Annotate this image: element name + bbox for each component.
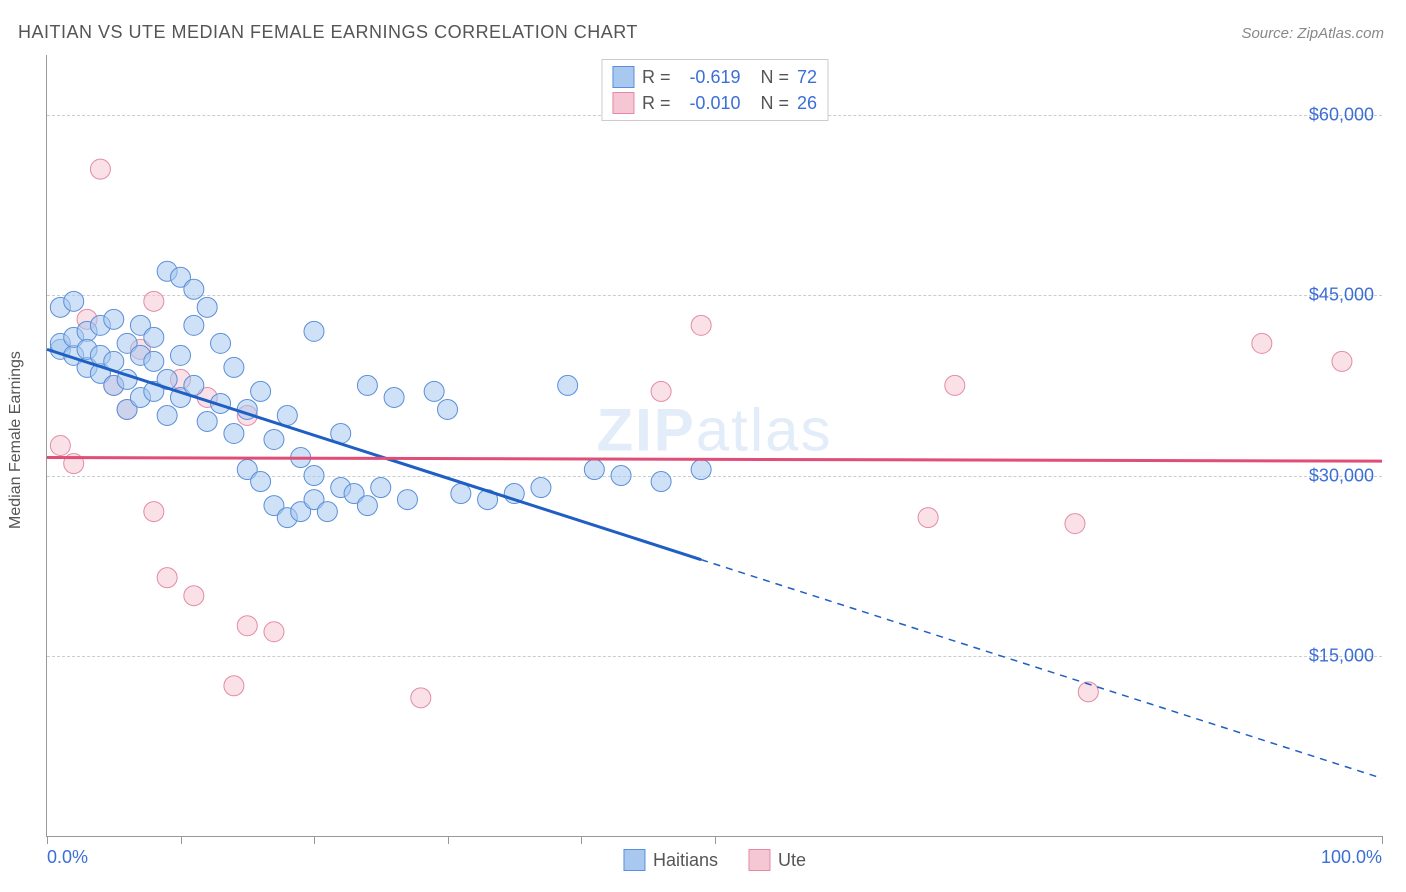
data-point: [651, 472, 671, 492]
data-point: [304, 466, 324, 486]
x-axis-max-label: 100.0%: [1321, 847, 1382, 868]
legend-n-label: N =: [760, 90, 789, 116]
chart-svg: [47, 55, 1382, 836]
legend-swatch: [623, 849, 645, 871]
legend-r-value: -0.619: [678, 64, 740, 90]
data-point: [371, 478, 391, 498]
data-point: [438, 399, 458, 419]
data-point: [1332, 351, 1352, 371]
legend-n-value: 72: [797, 64, 817, 90]
data-point: [144, 502, 164, 522]
data-point: [64, 291, 84, 311]
data-point: [90, 159, 110, 179]
data-point: [157, 405, 177, 425]
data-point: [651, 381, 671, 401]
data-point: [357, 496, 377, 516]
data-point: [918, 508, 938, 528]
data-point: [224, 423, 244, 443]
data-point: [224, 357, 244, 377]
data-point: [50, 436, 70, 456]
legend-swatch: [612, 92, 634, 114]
data-point: [184, 586, 204, 606]
x-tick: [448, 836, 449, 844]
legend-bottom-item: Haitians: [623, 849, 718, 871]
data-point: [691, 460, 711, 480]
legend-n-label: N =: [760, 64, 789, 90]
data-point: [611, 466, 631, 486]
data-point: [184, 315, 204, 335]
data-point: [197, 411, 217, 431]
x-tick: [181, 836, 182, 844]
data-point: [451, 484, 471, 504]
legend-swatch: [748, 849, 770, 871]
legend-top-row: R = -0.010 N = 26: [612, 90, 817, 116]
data-point: [197, 297, 217, 317]
data-point: [104, 309, 124, 329]
data-point: [211, 333, 231, 353]
source-attribution: Source: ZipAtlas.com: [1241, 25, 1384, 42]
x-tick: [47, 836, 48, 844]
data-point: [691, 315, 711, 335]
data-point: [531, 478, 551, 498]
y-axis-title: Median Female Earnings: [7, 351, 25, 529]
data-point: [1065, 514, 1085, 534]
data-point: [264, 429, 284, 449]
data-point: [558, 375, 578, 395]
legend-series-label: Ute: [778, 850, 806, 871]
data-point: [277, 405, 297, 425]
data-point: [157, 568, 177, 588]
data-point: [224, 676, 244, 696]
legend-r-label: R =: [642, 64, 671, 90]
data-point: [184, 279, 204, 299]
data-point: [317, 502, 337, 522]
data-point: [237, 616, 257, 636]
data-point: [584, 460, 604, 480]
legend-r-value: -0.010: [678, 90, 740, 116]
data-point: [411, 688, 431, 708]
data-point: [384, 387, 404, 407]
legend-top: R = -0.619 N = 72 R = -0.010 N = 26: [601, 59, 828, 121]
data-point: [251, 472, 271, 492]
data-point: [357, 375, 377, 395]
plot-area: ZIPatlas R =-0.619N =72R =-0.010N =26 0.…: [46, 55, 1382, 837]
legend-n-value: 26: [797, 90, 817, 116]
legend-r-label: R =: [642, 90, 671, 116]
trend-line-extrapolated: [701, 560, 1382, 779]
data-point: [945, 375, 965, 395]
legend-bottom-item: Ute: [748, 849, 806, 871]
x-tick: [715, 836, 716, 844]
data-point: [144, 291, 164, 311]
data-point: [251, 381, 271, 401]
data-point: [264, 622, 284, 642]
chart-title: HAITIAN VS UTE MEDIAN FEMALE EARNINGS CO…: [18, 22, 638, 43]
legend-top-row: R = -0.619 N = 72: [612, 64, 817, 90]
data-point: [424, 381, 444, 401]
data-point: [144, 327, 164, 347]
data-point: [397, 490, 417, 510]
legend-series-label: Haitians: [653, 850, 718, 871]
data-point: [1252, 333, 1272, 353]
x-tick: [1382, 836, 1383, 844]
data-point: [304, 321, 324, 341]
data-point: [1078, 682, 1098, 702]
data-point: [144, 351, 164, 371]
x-axis-min-label: 0.0%: [47, 847, 88, 868]
x-tick: [581, 836, 582, 844]
legend-bottom: Haitians Ute: [623, 849, 806, 871]
data-point: [184, 375, 204, 395]
data-point: [171, 345, 191, 365]
legend-swatch: [612, 66, 634, 88]
x-tick: [314, 836, 315, 844]
